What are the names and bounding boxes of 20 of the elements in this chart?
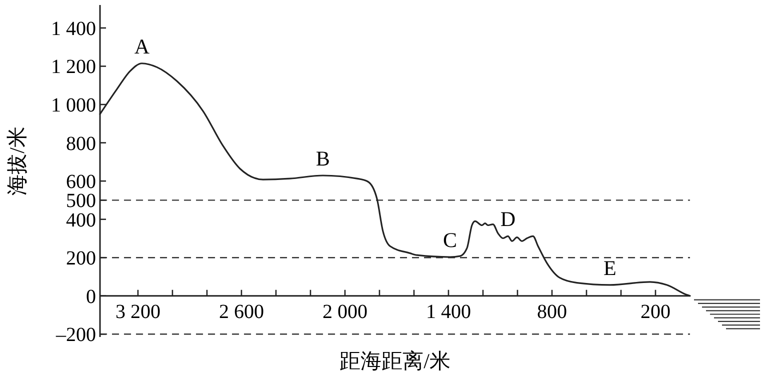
y-tick-label: 200 bbox=[66, 248, 96, 270]
annotation: E bbox=[604, 256, 616, 280]
annotation: B bbox=[316, 146, 330, 170]
x-axis-title: 距海距离/米 bbox=[340, 349, 450, 373]
x-tick-label: 1 400 bbox=[426, 300, 471, 323]
y-tick-label: 1 000 bbox=[51, 94, 96, 117]
y-tick-label: 800 bbox=[66, 132, 96, 155]
x-tick-label: 3 200 bbox=[115, 300, 160, 323]
annotation: C bbox=[443, 228, 458, 252]
x-tick-label: 800 bbox=[536, 300, 567, 323]
y-axis-title: 海拔/米 bbox=[5, 126, 29, 196]
annotation: D bbox=[500, 207, 516, 232]
y-tick-label: 0 bbox=[86, 286, 96, 308]
x-tick-label: 200 bbox=[640, 300, 670, 323]
y-tick-label: 1 200 bbox=[51, 56, 96, 78]
x-tick-label: 2 600 bbox=[218, 300, 264, 323]
y-tick-label: –200 bbox=[55, 324, 96, 346]
y-tick-label: 1 400 bbox=[51, 18, 96, 40]
annotation: A bbox=[134, 34, 150, 58]
x-tick-label: 2 000 bbox=[322, 300, 368, 323]
